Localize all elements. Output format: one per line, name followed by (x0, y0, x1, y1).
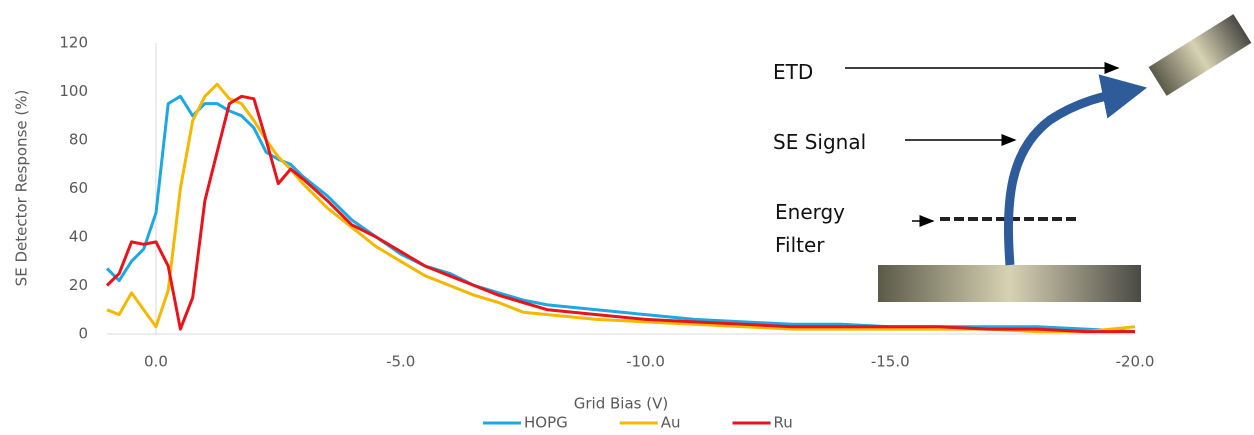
detector (1148, 14, 1252, 96)
series-line (106, 82, 1136, 334)
x-tick-label: -15.0 (871, 353, 910, 371)
y-tick-label: 40 (69, 228, 88, 246)
annotation: Energy Filter (775, 200, 846, 257)
y-tick-label: 80 (69, 131, 88, 149)
annotation: SE Signal (773, 130, 867, 154)
legend-label: Ru (774, 414, 793, 432)
legend-label: HOPG (524, 414, 568, 432)
legend-label: Au (661, 414, 681, 432)
y-tick-label: 120 (59, 34, 88, 52)
x-tick-label: -20.0 (1116, 353, 1155, 371)
x-tick-label: -10.0 (626, 353, 665, 371)
y-tick-label: 0 (78, 325, 88, 343)
y-axis-title: SE Detector Response (%) (13, 90, 31, 287)
x-tick-label: 0.0 (144, 353, 168, 371)
x-tick-label: -5.0 (386, 353, 415, 371)
y-tick-label: 60 (69, 179, 88, 197)
y-tick-label: 100 (59, 82, 88, 100)
annotation: ETD (773, 60, 814, 84)
x-axis-title: Grid Bias (V) (574, 395, 668, 413)
se-signal-arrow (1003, 74, 1148, 266)
sample (878, 265, 1141, 302)
y-tick-label: 20 (69, 276, 88, 294)
series-line (105, 94, 1135, 334)
